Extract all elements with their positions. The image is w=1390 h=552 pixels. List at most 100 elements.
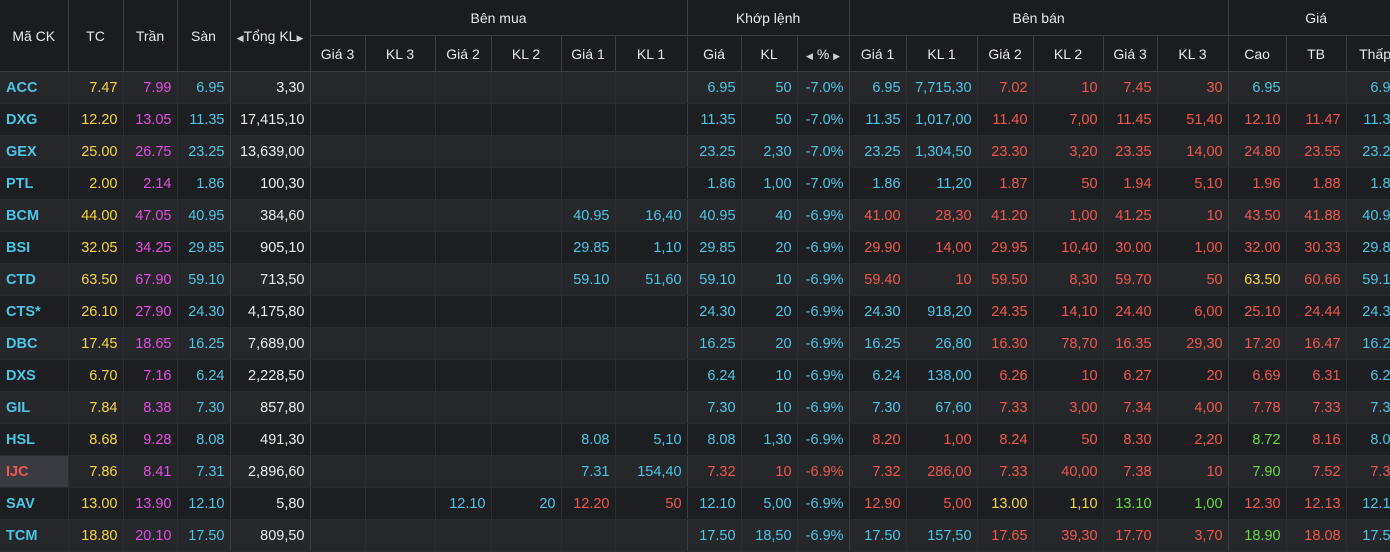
col-san[interactable]: Sàn: [177, 0, 231, 72]
cell-cao: 43.50: [1228, 199, 1287, 232]
cell-mua-kl2: [491, 199, 562, 232]
cell-ban-kl2: 78,70: [1033, 327, 1104, 360]
cell-symbol[interactable]: DXG: [0, 103, 69, 136]
col-ban-kl1[interactable]: KL 1: [906, 35, 978, 72]
col-tb[interactable]: TB: [1286, 35, 1347, 72]
cell-mua-gia1: [561, 103, 616, 136]
col-ban-kl2[interactable]: KL 2: [1033, 35, 1104, 72]
cell-symbol[interactable]: CTS*: [0, 295, 69, 328]
cell-symbol[interactable]: DXS: [0, 359, 69, 392]
col-ban-gia3[interactable]: Giá 3: [1103, 35, 1158, 72]
cell-khop-kl: 2,30: [741, 135, 798, 168]
col-khop-kl[interactable]: KL: [741, 35, 798, 72]
cell-symbol[interactable]: GEX: [0, 135, 69, 168]
col-mua-kl3[interactable]: KL 3: [365, 35, 436, 72]
cell-symbol[interactable]: IJC: [0, 455, 69, 488]
table-row[interactable]: DXS 6.70 7.16 6.24 2,228,50 6.24 10 -6.9% 6.24 13…: [0, 359, 1390, 392]
cell-mua-kl1: 5,10: [615, 423, 688, 456]
cell-ban-gia1: 6.24: [849, 359, 907, 392]
cell-mua-gia3: [310, 135, 366, 168]
col-khop-pct[interactable]: ◀ % ▶: [797, 35, 850, 72]
table-row[interactable]: SAV 13.00 13.90 12.10 5,80 12.10 20 12.20 50 12.1…: [0, 487, 1390, 520]
table-row[interactable]: GIL 7.84 8.38 7.30 857,80 7.30 10 -6.9% 7.30 67,6…: [0, 391, 1390, 424]
cell-symbol[interactable]: ACC: [0, 71, 69, 104]
col-mua-gia3[interactable]: Giá 3: [310, 35, 366, 72]
cell-mua-kl3: [365, 391, 436, 424]
cell-ban-gia1: 11.35: [849, 103, 907, 136]
cell-tong-kl: 857,80: [230, 391, 311, 424]
cell-ban-kl1: 11,20: [906, 167, 978, 200]
cell-mua-gia2: [435, 103, 492, 136]
cell-ban-gia2: 8.24: [977, 423, 1034, 456]
cell-ban-kl1: 138,00: [906, 359, 978, 392]
col-thap[interactable]: Thấp: [1346, 35, 1390, 72]
cell-symbol[interactable]: GIL: [0, 391, 69, 424]
cell-tran: 2.14: [123, 167, 178, 200]
col-mua-kl2[interactable]: KL 2: [491, 35, 562, 72]
cell-ban-kl1: 918,20: [906, 295, 978, 328]
cell-mua-kl1: 50: [615, 487, 688, 520]
cell-mua-kl3: [365, 487, 436, 520]
table-row[interactable]: ACC 7.47 7.99 6.95 3,30 6.95 50 -7.0% 6.95 7,715,…: [0, 71, 1390, 104]
table-row[interactable]: DXG 12.20 13.05 11.35 17,415,10 11.35 50 -7.0% 1…: [0, 103, 1390, 136]
table-row[interactable]: DBC 17.45 18.65 16.25 7,689,00 16.25 20 -6.9% 16…: [0, 327, 1390, 360]
col-mua-gia2[interactable]: Giá 2: [435, 35, 492, 72]
cell-mua-kl2: [491, 423, 562, 456]
col-tong-kl[interactable]: ◀Tổng KL▶: [230, 0, 311, 72]
col-ban-gia2[interactable]: Giá 2: [977, 35, 1034, 72]
cell-symbol[interactable]: BCM: [0, 199, 69, 232]
col-tc[interactable]: TC: [68, 0, 124, 72]
cell-tran: 8.41: [123, 455, 178, 488]
arrow-left-icon[interactable]: ◀: [806, 50, 813, 61]
table-row[interactable]: HSL 8.68 9.28 8.08 491,30 8.08 5,10 8.08 1,30 -6.…: [0, 423, 1390, 456]
table-row[interactable]: BSI 32.05 34.25 29.85 905,10 29.85 1,10 29.85 20…: [0, 231, 1390, 264]
arrow-left-icon[interactable]: ◀: [236, 32, 244, 43]
col-khop-gia[interactable]: Giá: [687, 35, 742, 72]
cell-ban-gia2: 7.33: [977, 455, 1034, 488]
cell-ban-kl2: 1,10: [1033, 487, 1104, 520]
cell-symbol[interactable]: PTL: [0, 167, 69, 200]
col-cao[interactable]: Cao: [1228, 35, 1287, 72]
col-ban-gia1[interactable]: Giá 1: [849, 35, 907, 72]
cell-symbol[interactable]: BSI: [0, 231, 69, 264]
arrow-right-icon[interactable]: ▶: [296, 32, 304, 43]
cell-symbol[interactable]: SAV: [0, 487, 69, 520]
cell-san: 7.30: [177, 391, 231, 424]
cell-ban-kl1: 28,30: [906, 199, 978, 232]
cell-mua-kl3: [365, 327, 436, 360]
cell-symbol[interactable]: HSL: [0, 423, 69, 456]
cell-san: 59.10: [177, 263, 231, 296]
cell-mua-gia2: [435, 71, 492, 104]
table-row[interactable]: PTL 2.00 2.14 1.86 100,30 1.86 1,00 -7.0% 1.86 11…: [0, 167, 1390, 200]
table-row[interactable]: BCM 44.00 47.05 40.95 384,60 40.95 16,40 40.95 4…: [0, 199, 1390, 232]
cell-thap: 6.24: [1346, 359, 1390, 392]
cell-ban-gia3: 1.94: [1103, 167, 1158, 200]
cell-ban-kl2: 50: [1033, 423, 1104, 456]
cell-symbol[interactable]: CTD: [0, 263, 69, 296]
cell-khop-kl: 5,00: [741, 487, 798, 520]
cell-symbol[interactable]: DBC: [0, 327, 69, 360]
col-mua-kl1[interactable]: KL 1: [615, 35, 688, 72]
table-row[interactable]: CTD 63.50 67.90 59.10 713,50 59.10 51,60 59.10 1…: [0, 263, 1390, 296]
cell-mua-kl2: [491, 295, 562, 328]
cell-tong-kl: 2,228,50: [230, 359, 311, 392]
cell-ban-kl3: 30: [1157, 71, 1229, 104]
cell-mua-gia1: [561, 135, 616, 168]
cell-tc: 25.00: [68, 135, 124, 168]
cell-mua-gia2: [435, 455, 492, 488]
cell-khop-gia: 23.25: [687, 135, 742, 168]
col-ban-kl3[interactable]: KL 3: [1157, 35, 1229, 72]
cell-ban-kl3: 14,00: [1157, 135, 1229, 168]
cell-ban-kl1: 1,017,00: [906, 103, 978, 136]
cell-khop-gia: 7.32: [687, 455, 742, 488]
cell-khop-gia: 24.30: [687, 295, 742, 328]
col-ma-ck[interactable]: Mã CK: [0, 0, 69, 72]
table-row[interactable]: IJC 7.86 8.41 7.31 2,896,60 7.31 154,40 7.32 10-…: [0, 455, 1390, 488]
cell-ban-kl2: 1,00: [1033, 199, 1104, 232]
table-row[interactable]: CTS* 26.10 27.90 24.30 4,175,80 24.30 20 -6.9% 2…: [0, 295, 1390, 328]
table-row[interactable]: GEX 25.00 26.75 23.25 13,639,00 23.25 2,30 -7.0…: [0, 135, 1390, 168]
col-tran[interactable]: Trần: [123, 0, 178, 72]
col-mua-gia1[interactable]: Giá 1: [561, 35, 616, 72]
arrow-right-icon[interactable]: ▶: [833, 50, 841, 61]
cell-san: 11.35: [177, 103, 231, 136]
